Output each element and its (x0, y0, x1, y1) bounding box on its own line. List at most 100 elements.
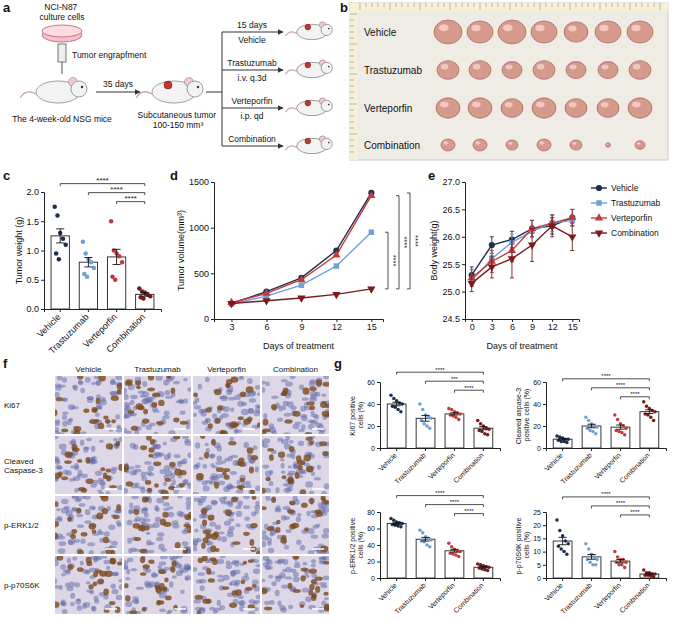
ruler-tick (426, 3, 427, 7)
tick-label: 25.0 (442, 287, 460, 297)
panel-label: c (3, 168, 10, 183)
ruler-tick (480, 3, 481, 10)
nucleus (184, 439, 189, 443)
stained-cell (111, 419, 116, 423)
nucleus (87, 396, 94, 400)
mouse-eye (328, 104, 330, 106)
nucleus (111, 541, 118, 546)
nucleus (119, 558, 122, 561)
nucleus (323, 576, 329, 581)
nucleus (145, 471, 152, 475)
tumor-highlight (505, 102, 513, 108)
stained-cell (142, 418, 150, 423)
tumor (570, 140, 582, 150)
error-bar (141, 293, 149, 297)
tick-label: Trastuzumab (559, 451, 593, 485)
stained-cell (200, 436, 205, 439)
stained-cell (67, 516, 72, 521)
significance-label: **** (616, 382, 626, 388)
nucleus (245, 481, 251, 485)
nucleus (72, 557, 77, 561)
nucleus (262, 530, 267, 534)
ruler-tick (570, 3, 571, 10)
data-point (83, 251, 88, 256)
scale-bar (174, 428, 186, 430)
nucleus (290, 376, 296, 379)
mouse-head (321, 62, 332, 73)
error-bar (587, 424, 595, 428)
nucleus (159, 608, 166, 612)
stained-cell (309, 441, 314, 445)
stained-cell (76, 508, 81, 513)
marker (297, 296, 305, 303)
data-point (567, 437, 571, 441)
image-background (262, 436, 329, 494)
stained-cell (214, 482, 219, 489)
nucleus (237, 500, 243, 506)
stained-cell (85, 457, 90, 464)
marker (369, 229, 374, 234)
nucleus (55, 421, 60, 426)
stained-cell (55, 410, 57, 416)
stained-cell (124, 467, 128, 472)
ruler-tick (350, 38, 354, 39)
nucleus (99, 492, 104, 494)
stained-cell (193, 393, 198, 398)
nucleus (244, 573, 248, 577)
stained-cell (276, 520, 280, 524)
tick: Verteporfin (427, 448, 457, 481)
nucleus (301, 424, 306, 429)
ruler-tick (408, 3, 409, 7)
marker (227, 301, 235, 308)
stained-cell (232, 590, 238, 595)
stained-cell (289, 500, 295, 505)
image-background (262, 496, 329, 554)
data-point (141, 296, 146, 301)
tick: 12 (548, 319, 558, 332)
row-label: p-ERK1/2 (4, 521, 39, 530)
nucleus (182, 436, 189, 439)
tick-label: 15 (367, 322, 377, 332)
scale-bar (105, 428, 117, 430)
tumor (635, 141, 645, 150)
ihc-image (262, 436, 329, 494)
nucleus (89, 590, 94, 594)
stained-cell (257, 422, 260, 427)
marker (568, 213, 576, 220)
nucleus (87, 542, 95, 546)
stained-cell (57, 556, 64, 561)
tick-label: 60 (533, 379, 541, 386)
nucleus (199, 457, 204, 460)
ruler-tick (350, 116, 354, 117)
tumor-highlight (632, 25, 641, 32)
nucleus (144, 513, 149, 518)
tumor-highlight (606, 144, 608, 145)
image-background (262, 556, 329, 614)
nucleus (70, 465, 75, 469)
culture-dish-rim (42, 25, 82, 37)
data-point (117, 254, 122, 259)
nucleus (60, 601, 64, 606)
text-line: positive cells (%) (523, 389, 531, 442)
nucleus (133, 519, 138, 522)
syringe (58, 44, 66, 62)
nucleus (108, 525, 115, 530)
stained-cell (56, 397, 63, 401)
stained-cell (238, 416, 244, 420)
nucleus (321, 534, 329, 539)
nucleus (199, 579, 207, 583)
ruler-tick (366, 3, 367, 7)
nucleus (309, 381, 316, 387)
stained-cell (322, 451, 328, 456)
data-point (81, 239, 86, 244)
ruler-tick (486, 3, 487, 7)
panel-label: d (170, 168, 178, 183)
stained-cell (77, 376, 83, 380)
nucleus (230, 570, 236, 576)
stained-cell (205, 407, 212, 413)
nucleus (271, 396, 279, 399)
nucleus (297, 513, 302, 516)
scale-bar (174, 488, 186, 490)
tumor (506, 140, 518, 150)
tick: 0 (371, 445, 380, 452)
